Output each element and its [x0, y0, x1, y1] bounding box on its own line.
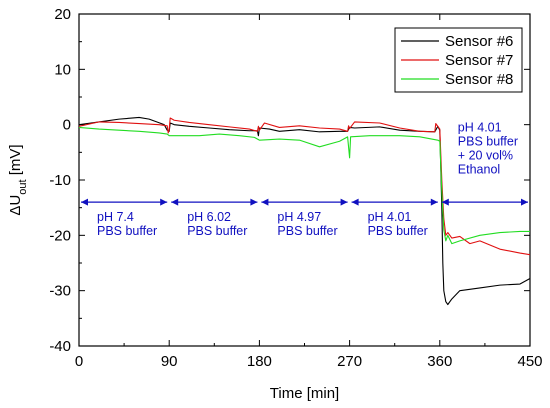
y-tick-label: -30 — [49, 283, 71, 300]
legend: Sensor #6 Sensor #7 Sensor #8 — [394, 27, 523, 93]
y-tick-label: 20 — [54, 6, 71, 23]
annotation-label: pH 7.4 — [97, 210, 134, 224]
annotation-label: PBS buffer — [368, 224, 428, 238]
annotation-label: pH 4.01 — [458, 120, 502, 134]
annotation-label: PBS buffer — [187, 224, 247, 238]
y-axis-title: ΔUout [mV] — [7, 144, 29, 215]
y-tick-label: -10 — [49, 172, 71, 189]
arrow-head — [250, 198, 258, 206]
y-axis-title-sub: out — [17, 179, 29, 194]
arrow-head — [351, 198, 359, 206]
x-tick-label: 90 — [161, 353, 178, 370]
arrow-head — [160, 198, 168, 206]
legend-label: Sensor #6 — [445, 33, 513, 50]
annotation-label: PBS buffer — [97, 224, 157, 238]
series-lines — [78, 116, 531, 306]
x-tick-label: 360 — [427, 353, 452, 370]
x-tick-label: 450 — [517, 353, 542, 370]
y-axis-title-main: ΔU — [7, 195, 24, 216]
annotation-label: pH 4.01 — [368, 210, 412, 224]
x-axis-title: Time [min] — [270, 385, 339, 402]
annotation-label: PBS buffer — [458, 134, 518, 148]
series-line-2 — [78, 117, 531, 256]
arrow-head — [81, 198, 88, 206]
y-axis-ticks: 20 10 0 -10 -20 -30 -40 — [49, 6, 530, 355]
arrow-head — [340, 198, 348, 206]
x-tick-label: 270 — [337, 353, 362, 370]
y-tick-label: 10 — [54, 61, 71, 78]
annotation-label: Ethanol — [458, 162, 500, 176]
y-tick-label: -40 — [49, 338, 71, 355]
x-tick-label: 180 — [247, 353, 272, 370]
x-tick-label: 0 — [75, 353, 83, 370]
y-tick-label: 0 — [63, 117, 71, 134]
series-line-3 — [78, 126, 530, 245]
annotation-label: + 20 vol% — [458, 148, 513, 162]
legend-label: Sensor #7 — [445, 52, 513, 69]
x-axis-ticks: 0 90 180 270 360 450 — [75, 14, 543, 370]
arrow-head — [430, 198, 438, 206]
y-axis-title-unit: [mV] — [7, 144, 24, 179]
arrow-head — [261, 198, 269, 206]
annotation-label: pH 6.02 — [187, 210, 231, 224]
y-tick-label: -20 — [49, 227, 71, 244]
legend-label: Sensor #8 — [445, 71, 513, 88]
arrow-head — [171, 198, 179, 206]
arrow-head — [521, 198, 528, 206]
arrow-head — [441, 198, 449, 206]
annotation-label: pH 4.97 — [277, 210, 321, 224]
annotation-label: PBS buffer — [277, 224, 337, 238]
